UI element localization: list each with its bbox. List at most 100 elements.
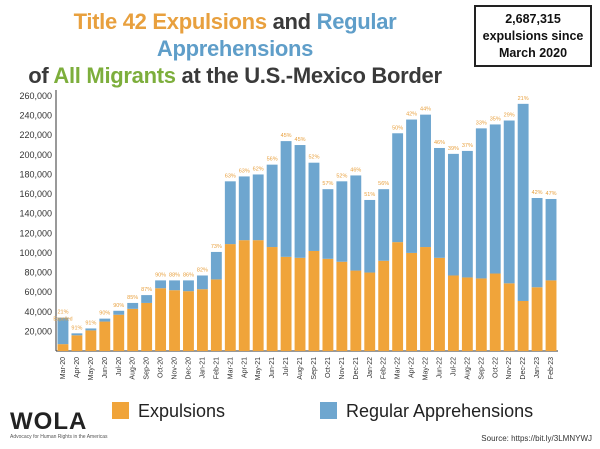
bar-apprehensions-Jul-21	[280, 141, 292, 257]
bar-expulsions-Apr-22	[406, 252, 418, 351]
pct-label-May-21: 62%	[253, 166, 264, 172]
bar-apprehensions-Apr-21	[238, 176, 250, 241]
y-tick-label-0: 20,000	[24, 326, 52, 336]
logo-wordmark: WOLA	[10, 408, 88, 435]
bar-apprehensions-Dec-21	[350, 175, 362, 271]
title-line-2: of All Migrants at the U.S.-Mexico Borde…	[0, 62, 470, 89]
bar-apprehensions-Oct-20	[155, 280, 167, 289]
bar-apprehensions-Feb-21	[210, 251, 222, 280]
bar-expulsions-Jul-21	[280, 256, 292, 351]
bar-apprehensions-Feb-22	[378, 189, 390, 261]
y-tick-label-8: 180,000	[19, 169, 52, 179]
y-tick-label-1: 40,000	[24, 307, 52, 317]
pct-label-Jan-21: 82%	[197, 267, 208, 273]
total-expulsions-callout: 2,687,315 expulsions since March 2020	[474, 5, 592, 67]
bar-apprehensions-Apr-20	[71, 333, 83, 336]
x-tick-label-Feb-23: Feb-23	[548, 357, 555, 379]
bar-apprehensions-Jun-21	[266, 164, 278, 248]
x-tick-label-Feb-22: Feb-22	[381, 357, 388, 379]
x-tick-label-Dec-21: Dec-21	[353, 357, 360, 380]
bar-expulsions-Jul-22	[447, 275, 459, 351]
y-tick-label-5: 120,000	[19, 228, 52, 238]
bar-expulsions-Oct-22	[489, 273, 501, 351]
source-note: Source: https://bit.ly/3LMNYWJ	[481, 434, 592, 443]
bar-expulsions-Aug-21	[294, 257, 306, 351]
bar-expulsions-Jan-21	[196, 289, 208, 351]
pct-label-Dec-22: 21%	[518, 96, 529, 102]
bar-apprehensions-Aug-20	[127, 302, 139, 309]
x-tick-label-Oct-21: Oct-21	[325, 357, 332, 378]
pct-label-Jan-22: 51%	[364, 192, 375, 198]
bar-expulsions-Sep-21	[308, 250, 320, 351]
x-tick-label-Jul-22: Jul-22	[450, 357, 457, 376]
bar-expulsions-Dec-20	[183, 291, 194, 351]
y-tick-label-7: 160,000	[19, 189, 52, 199]
pct-label-Oct-21: 57%	[322, 181, 333, 187]
bar-apprehensions-Oct-21	[322, 189, 334, 259]
title-of: of	[28, 63, 54, 88]
bar-apprehensions-Sep-21	[308, 162, 320, 251]
pct-label-Jul-21: 45%	[281, 133, 292, 139]
x-tick-label-Dec-20: Dec-20	[185, 357, 192, 380]
bar-apprehensions-Nov-20	[169, 280, 180, 291]
x-tick-label-Nov-22: Nov-22	[506, 357, 513, 380]
bar-expulsions-Feb-23	[545, 280, 557, 351]
bar-expulsions-Oct-21	[322, 258, 334, 351]
pct-label-Nov-21: 52%	[336, 173, 347, 179]
bar-apprehensions-Jan-23	[531, 198, 543, 288]
x-tick-label-Mar-21: Mar-21	[227, 357, 234, 379]
bar-expulsions-Jun-21	[266, 247, 278, 351]
pct-label-Dec-21: 46%	[350, 167, 361, 173]
bar-apprehensions-Jun-22	[434, 147, 445, 258]
pct-label-Nov-22: 29%	[504, 113, 515, 119]
bar-expulsions-Aug-20	[127, 308, 139, 351]
bar-expulsions-Dec-21	[350, 270, 362, 351]
bar-apprehensions-May-20	[85, 328, 97, 331]
x-tick-label-Jul-20: Jul-20	[116, 357, 123, 376]
bar-expulsions-Jun-22	[434, 257, 445, 351]
chart-legend: Expulsions Regular Apprehensions	[0, 401, 600, 432]
bar-apprehensions-Feb-23	[545, 198, 557, 281]
bar-expulsions-Sep-20	[141, 302, 153, 351]
bar-expulsions-Nov-20	[169, 290, 180, 351]
pct-label-Sep-22: 33%	[476, 120, 487, 126]
bar-expulsions-Feb-21	[210, 279, 222, 351]
x-tick-label-Jun-21: Jun-21	[269, 357, 276, 379]
y-tick-label-9: 200,000	[19, 150, 52, 160]
bar-expulsions-Apr-21	[238, 240, 250, 351]
x-tick-label-Aug-22: Aug-22	[464, 357, 471, 380]
pct-label-note: Expelled	[53, 317, 72, 323]
bar-expulsions-Feb-22	[378, 260, 390, 351]
bar-expulsions-May-22	[420, 247, 431, 351]
bar-expulsions-Mar-21	[224, 244, 236, 351]
y-tick-label-4: 100,000	[19, 248, 52, 258]
bar-expulsions-May-21	[252, 240, 264, 351]
title-all-migrants: All Migrants	[53, 63, 176, 88]
bar-apprehensions-May-22	[420, 114, 431, 248]
bar-apprehensions-Jan-22	[364, 199, 376, 273]
bar-apprehensions-May-21	[252, 174, 264, 241]
y-tick-label-2: 60,000	[24, 287, 52, 297]
x-tick-label-Oct-22: Oct-22	[492, 357, 499, 378]
pct-label-Sep-20: 87%	[141, 287, 152, 293]
x-tick-label-Oct-20: Oct-20	[158, 357, 165, 378]
title-expulsions: Title 42 Expulsions	[73, 9, 267, 34]
bar-apprehensions-Jul-22	[447, 153, 459, 276]
x-tick-label-Jan-23: Jan-23	[534, 357, 541, 379]
bar-expulsions-Aug-22	[461, 277, 473, 351]
x-tick-label-Apr-21: Apr-21	[241, 357, 248, 378]
pct-label-Apr-22: 42%	[406, 112, 417, 118]
y-tick-label-12: 260,000	[19, 91, 52, 101]
pct-label-Aug-21: 45%	[295, 137, 306, 143]
callout-line-3: March 2020	[498, 46, 568, 60]
pct-label-Mar-20: 21%	[57, 310, 68, 316]
pct-label-Feb-21: 73%	[211, 244, 222, 250]
bar-expulsions-Mar-22	[392, 242, 404, 351]
bar-apprehensions-Jun-20	[99, 318, 111, 322]
callout-total: 2,687,315	[505, 12, 561, 26]
bar-apprehensions-Mar-20	[57, 317, 69, 345]
pct-label-Mar-22: 50%	[392, 125, 403, 131]
pct-label-Aug-20: 85%	[127, 295, 138, 301]
bar-apprehensions-Mar-22	[392, 133, 404, 243]
pct-label-May-22: 44%	[420, 107, 431, 113]
